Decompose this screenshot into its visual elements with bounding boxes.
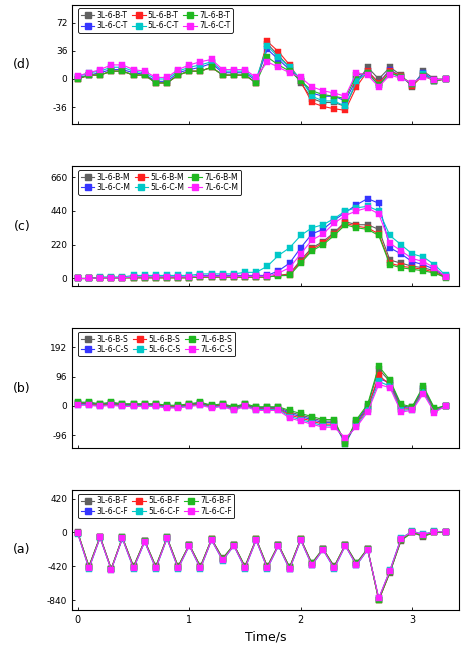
Legend: 3L-6-B-M, 3L-6-C-M, 5L-6-B-M, 5L-6-C-M, 7L-6-B-M, 7L-6-C-M: 3L-6-B-M, 3L-6-C-M, 5L-6-B-M, 5L-6-C-M, … — [78, 170, 241, 194]
Text: (a): (a) — [13, 543, 31, 556]
Text: (d): (d) — [13, 58, 31, 71]
X-axis label: Time/s: Time/s — [245, 630, 287, 643]
Legend: 3L-6-B-F, 3L-6-C-F, 5L-6-B-F, 5L-6-C-F, 7L-6-B-F, 7L-6-C-F: 3L-6-B-F, 3L-6-C-F, 5L-6-B-F, 5L-6-C-F, … — [78, 493, 234, 518]
Text: (b): (b) — [13, 382, 31, 394]
Legend: 3L-6-B-S, 3L-6-C-S, 5L-6-B-S, 5L-6-C-S, 7L-6-B-S, 7L-6-C-S: 3L-6-B-S, 3L-6-C-S, 5L-6-B-S, 5L-6-C-S, … — [78, 332, 235, 357]
Legend: 3L-6-B-T, 3L-6-C-T, 5L-6-B-T, 5L-6-C-T, 7L-6-B-T, 7L-6-C-T: 3L-6-B-T, 3L-6-C-T, 5L-6-B-T, 5L-6-C-T, … — [78, 9, 233, 33]
Text: (c): (c) — [14, 220, 30, 233]
